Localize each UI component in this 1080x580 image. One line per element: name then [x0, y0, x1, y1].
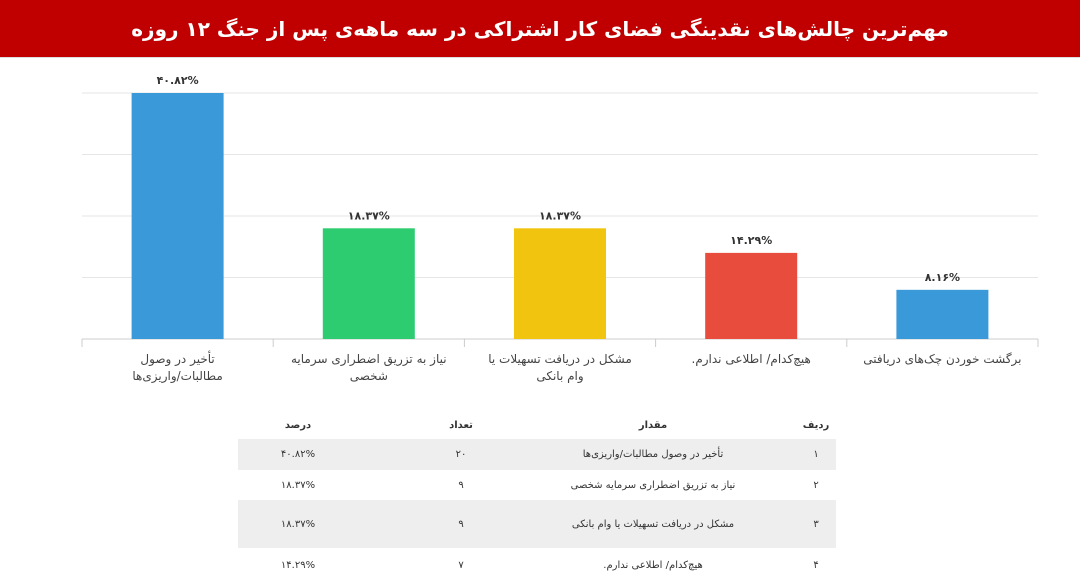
bar — [131, 93, 224, 339]
row-label: مشکل در دریافت تسهیلات یا وام بانکی — [571, 518, 735, 530]
data-label: ۱۸.۳۷% — [539, 209, 581, 222]
table-row: ۳ مشکل در دریافت تسهیلات یا وام بانکی ۹ … — [238, 500, 836, 548]
tick-label: تأخیر در وصول — [140, 350, 214, 367]
data-label: ۸.۱۶% — [925, 271, 960, 284]
row-percent: ۱۸.۳۷% — [280, 479, 316, 491]
tick-label: هیچ‌کدام/ اطلاعی ندارم. — [692, 352, 811, 367]
data-label: ۴۰.۸۲% — [157, 74, 199, 87]
table-row: ۲ نیاز به تزریق اضطراری سرمایه شخصی ۹ ۱۸… — [238, 470, 836, 500]
header-index: ردیف — [802, 419, 830, 431]
tick-label: وام بانکی — [536, 369, 583, 384]
tick-label: نیاز به تزریق اضطراری سرمایه — [291, 352, 447, 367]
header-divider — [0, 57, 1080, 58]
bar — [705, 252, 798, 339]
row-index: ۴ — [813, 559, 819, 571]
tick-label: شخصی — [350, 369, 388, 383]
row-percent: ۱۴.۲۹% — [280, 559, 316, 571]
row-index: ۲ — [813, 479, 819, 491]
row-label: هیچ‌کدام/ اطلاعی ندارم. — [603, 559, 703, 571]
row-percent: ۴۰.۸۲% — [280, 449, 316, 460]
bar — [514, 228, 606, 339]
row-label: تأخیر در وصول مطالبات/واریزی‌ها — [582, 449, 724, 460]
bar — [322, 228, 415, 339]
page-title: مهم‌ترین چالش‌های نقدینگی فضای کار اشترا… — [131, 16, 949, 41]
header-count: تعداد — [449, 419, 473, 431]
header-label: مقدار — [638, 419, 668, 431]
row-index: ۱ — [813, 449, 819, 460]
table-row: ۱ تأخیر در وصول مطالبات/واریزی‌ها ۲۰ ۴۰.… — [238, 439, 836, 470]
table-row: ۴ هیچ‌کدام/ اطلاعی ندارم. ۷ ۱۴.۲۹% — [238, 550, 836, 580]
row-count: ۷ — [458, 559, 464, 571]
row-count: ۹ — [458, 479, 464, 491]
data-label: ۱۸.۳۷% — [348, 209, 390, 222]
tick-label: مطالبات/واریزی‌ها — [132, 369, 222, 384]
header-percent: درصد — [284, 419, 312, 431]
row-index: ۳ — [813, 518, 819, 530]
row-label: نیاز به تزریق اضطراری سرمایه شخصی — [570, 479, 736, 491]
data-label: ۱۴.۲۹% — [730, 234, 772, 247]
table-header: ردیف مقدار تعداد درصد — [238, 412, 836, 438]
row-percent: ۱۸.۳۷% — [280, 518, 316, 530]
tick-label: برگشت خوردن چک‌های دریافتی — [863, 352, 1021, 367]
page-header: مهم‌ترین چالش‌های نقدینگی فضای کار اشترا… — [0, 0, 1080, 57]
bar-chart: ۴۰.۸۲% تأخیر در وصول مطالبات/واریزی‌ها ۱۸.۳… — [81, 74, 1039, 384]
bar — [896, 289, 989, 339]
tick-label: مشکل در دریافت تسهیلات یا — [488, 352, 632, 367]
row-count: ۹ — [458, 518, 464, 530]
row-count: ۲۰ — [455, 449, 467, 460]
